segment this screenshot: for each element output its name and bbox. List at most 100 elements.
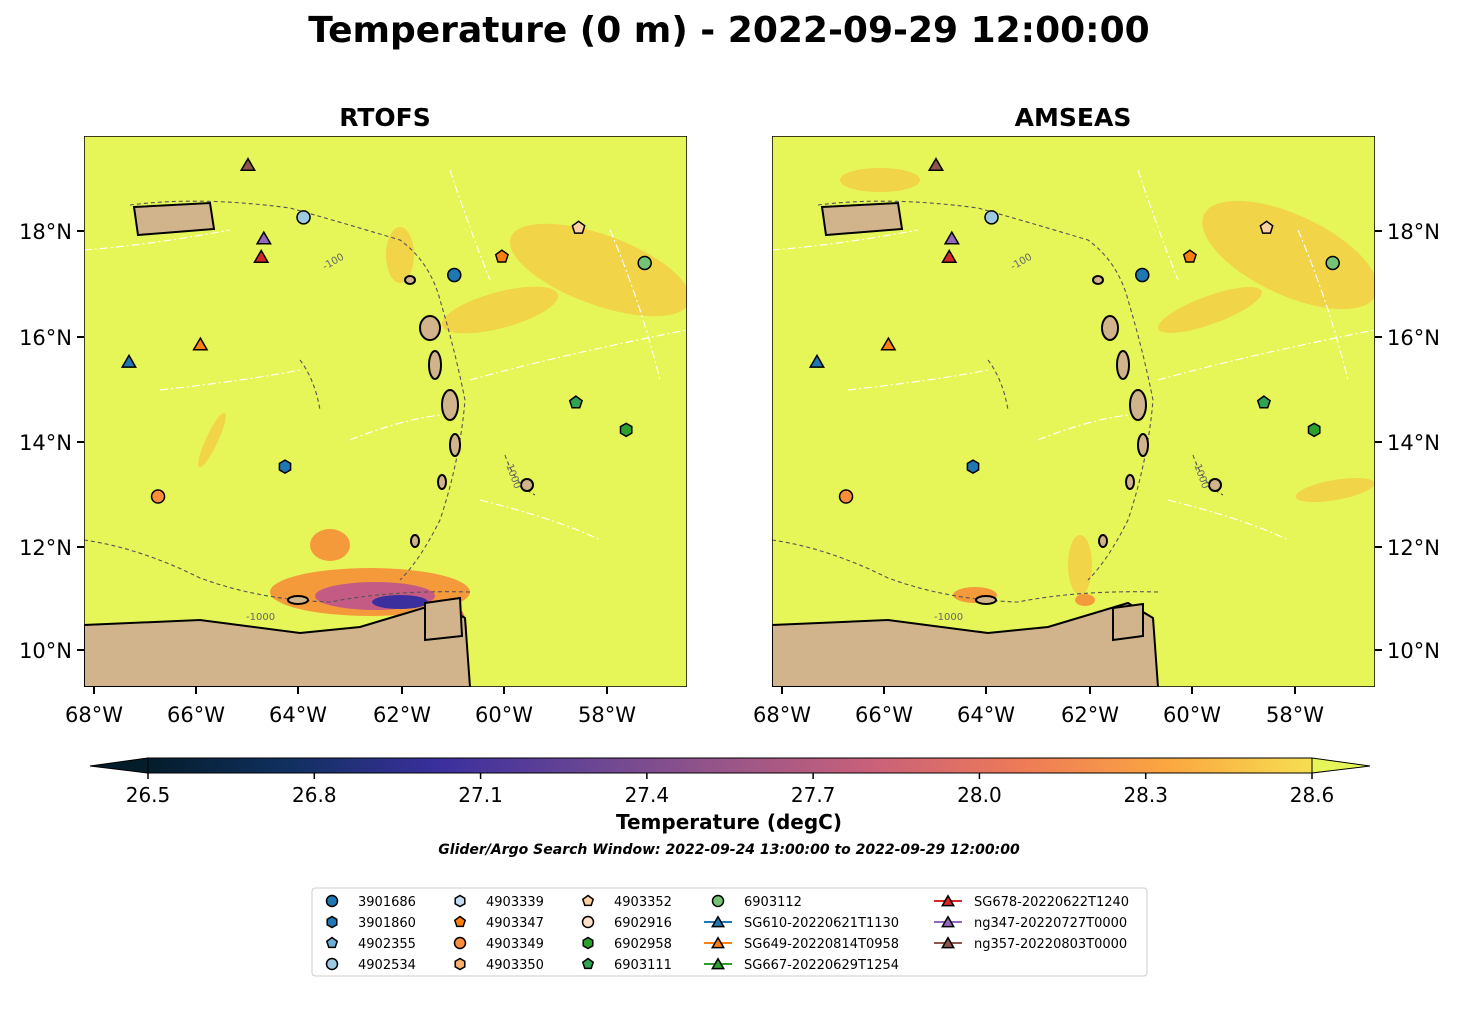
legend-label: SG667-20220629T1254 [744, 958, 899, 973]
colorbar-extend-low [89, 757, 149, 774]
colorbar-tick-label: 27.4 [625, 783, 670, 807]
markers-rtofs [120, 157, 652, 504]
lat-tick-label: 10°N [19, 639, 72, 663]
lon-tick-label: 66°W [167, 703, 225, 727]
land-trinidad [424, 596, 464, 642]
colorbar-tick-label: 28.0 [957, 783, 1002, 807]
legend-marker [711, 915, 725, 928]
legend-marker [581, 915, 595, 929]
lat-ticks-right: 18°N 16°N 14°N 12°N 10°N [1375, 220, 1440, 663]
land [84, 201, 534, 687]
map-marker-SG610-20220621T1130 [808, 353, 825, 368]
legend-label: 4903350 [486, 958, 544, 973]
lat-tick-label: 14°N [19, 431, 72, 455]
colorbar-body [147, 757, 1313, 774]
lat-tick-label: 12°N [1387, 536, 1440, 560]
land-south-america [772, 601, 1160, 687]
map-marker-SG678-20220622T1240 [253, 249, 270, 263]
colorbar-tick-label: 27.1 [458, 783, 503, 807]
map-marker-6902958 [1307, 422, 1321, 438]
lon-ticks-bottom: 68°W 66°W 64°W 62°W 60°W 58°W [753, 687, 1324, 727]
colorbar-tick-label: 28.3 [1123, 783, 1168, 807]
lat-ticks-left: 18°N 16°N 14°N 12°N 10°N [19, 220, 84, 663]
legend-marker [454, 894, 466, 908]
land-puerto-rico [820, 201, 904, 237]
map-marker-ng357-20220803T0000 [927, 157, 944, 172]
contour-label: -1000 [246, 612, 275, 623]
lat-tick-label: 18°N [1387, 220, 1440, 244]
map-marker-4903349 [150, 489, 166, 504]
map-marker-SG610-20220621T1130 [120, 353, 137, 368]
legend-marker [711, 957, 725, 970]
legend-marker [711, 894, 725, 908]
lon-tick-label: 60°W [1163, 703, 1221, 727]
map-marker-ng347-20220727T0000 [255, 230, 272, 245]
lat-tick-label: 10°N [1387, 639, 1440, 663]
lon-tick-label: 62°W [373, 703, 431, 727]
legend-marker [454, 957, 466, 971]
lon-tick-label: 60°W [475, 703, 533, 727]
legend-label: 4903339 [486, 895, 544, 910]
map-marker-6903111 [568, 395, 583, 409]
legend-item: 4902534 [325, 957, 416, 973]
contour-label: -1000 [934, 612, 963, 623]
legend-item: 4903339 [454, 894, 544, 910]
map-marker-6903112 [1325, 255, 1340, 271]
legend-item: SG667-20220629T1254 [704, 957, 899, 973]
map-marker-3901686 [447, 267, 462, 283]
map-panel-rtofs: RTOFS [19, 103, 687, 727]
legend-label: 4903347 [486, 916, 544, 931]
figure-title: Temperature (0 m) - 2022-09-29 12:00:00 [308, 10, 1149, 51]
lon-tick-label: 58°W [578, 703, 636, 727]
map-marker-4902534 [984, 210, 999, 225]
colorbar-extend-high [1311, 757, 1371, 774]
legend-marker [453, 936, 467, 950]
map-marker-4902534 [296, 210, 311, 225]
lat-tick-label: 12°N [19, 536, 72, 560]
map-marker-4903352 [1259, 220, 1274, 234]
lon-tick-label: 66°W [855, 703, 913, 727]
legend-label: SG610-20220621T1130 [744, 916, 899, 931]
legend-marker [325, 894, 339, 908]
legend-label: 6903111 [614, 958, 672, 973]
map-marker-ng347-20220727T0000 [943, 230, 960, 245]
legend-label: SG678-20220622T1240 [974, 895, 1129, 910]
land-puerto-rico [132, 201, 216, 237]
colorbar-tick-label: 27.7 [791, 783, 836, 807]
legend-marker [325, 936, 339, 949]
land [772, 201, 1222, 687]
markers-amseas [808, 157, 1340, 504]
lon-tick-label: 68°W [65, 703, 123, 727]
legend-item: 6902958 [582, 936, 672, 952]
legend-label: 6902958 [614, 937, 672, 952]
lon-tick-label: 58°W [1266, 703, 1324, 727]
panel-title: RTOFS [339, 103, 431, 132]
isobath-contours [84, 200, 536, 603]
legend-marker [581, 894, 595, 907]
eez-boundaries [772, 169, 1375, 541]
legend: 3901686 3901860 4902355 4902534 4903339 49033… [311, 887, 1148, 977]
legend-item: ng347-20220727T0000 [934, 915, 1127, 931]
lon-ticks-bottom: 68°W 66°W 64°W 62°W 60°W 58°W [65, 687, 636, 727]
legend-marker [711, 936, 725, 949]
legend-marker [941, 915, 955, 928]
warm-anomalies [840, 168, 1375, 595]
colorbar-tick-label: 28.6 [1290, 783, 1335, 807]
legend-label: ng347-20220727T0000 [974, 916, 1127, 931]
lon-tick-label: 64°W [957, 703, 1015, 727]
legend-label: 3901860 [358, 916, 416, 931]
legend-marker [582, 936, 594, 950]
legend-item: 4903350 [454, 957, 544, 973]
legend-item: 4903352 [581, 894, 672, 910]
legend-marker [941, 894, 955, 907]
legend-label: 4903352 [614, 895, 672, 910]
lon-tick-label: 64°W [269, 703, 327, 727]
panel-title: AMSEAS [1015, 103, 1132, 132]
warm-anomalies [198, 223, 687, 468]
map-marker-SG649-20220814T0958 [880, 336, 897, 351]
legend-item: 4903349 [453, 936, 544, 952]
map-marker-3901860 [966, 459, 980, 474]
map-marker-ng357-20220803T0000 [239, 157, 256, 172]
legend-item: 4903347 [453, 915, 544, 931]
legend-item: SG610-20220621T1130 [704, 915, 899, 931]
